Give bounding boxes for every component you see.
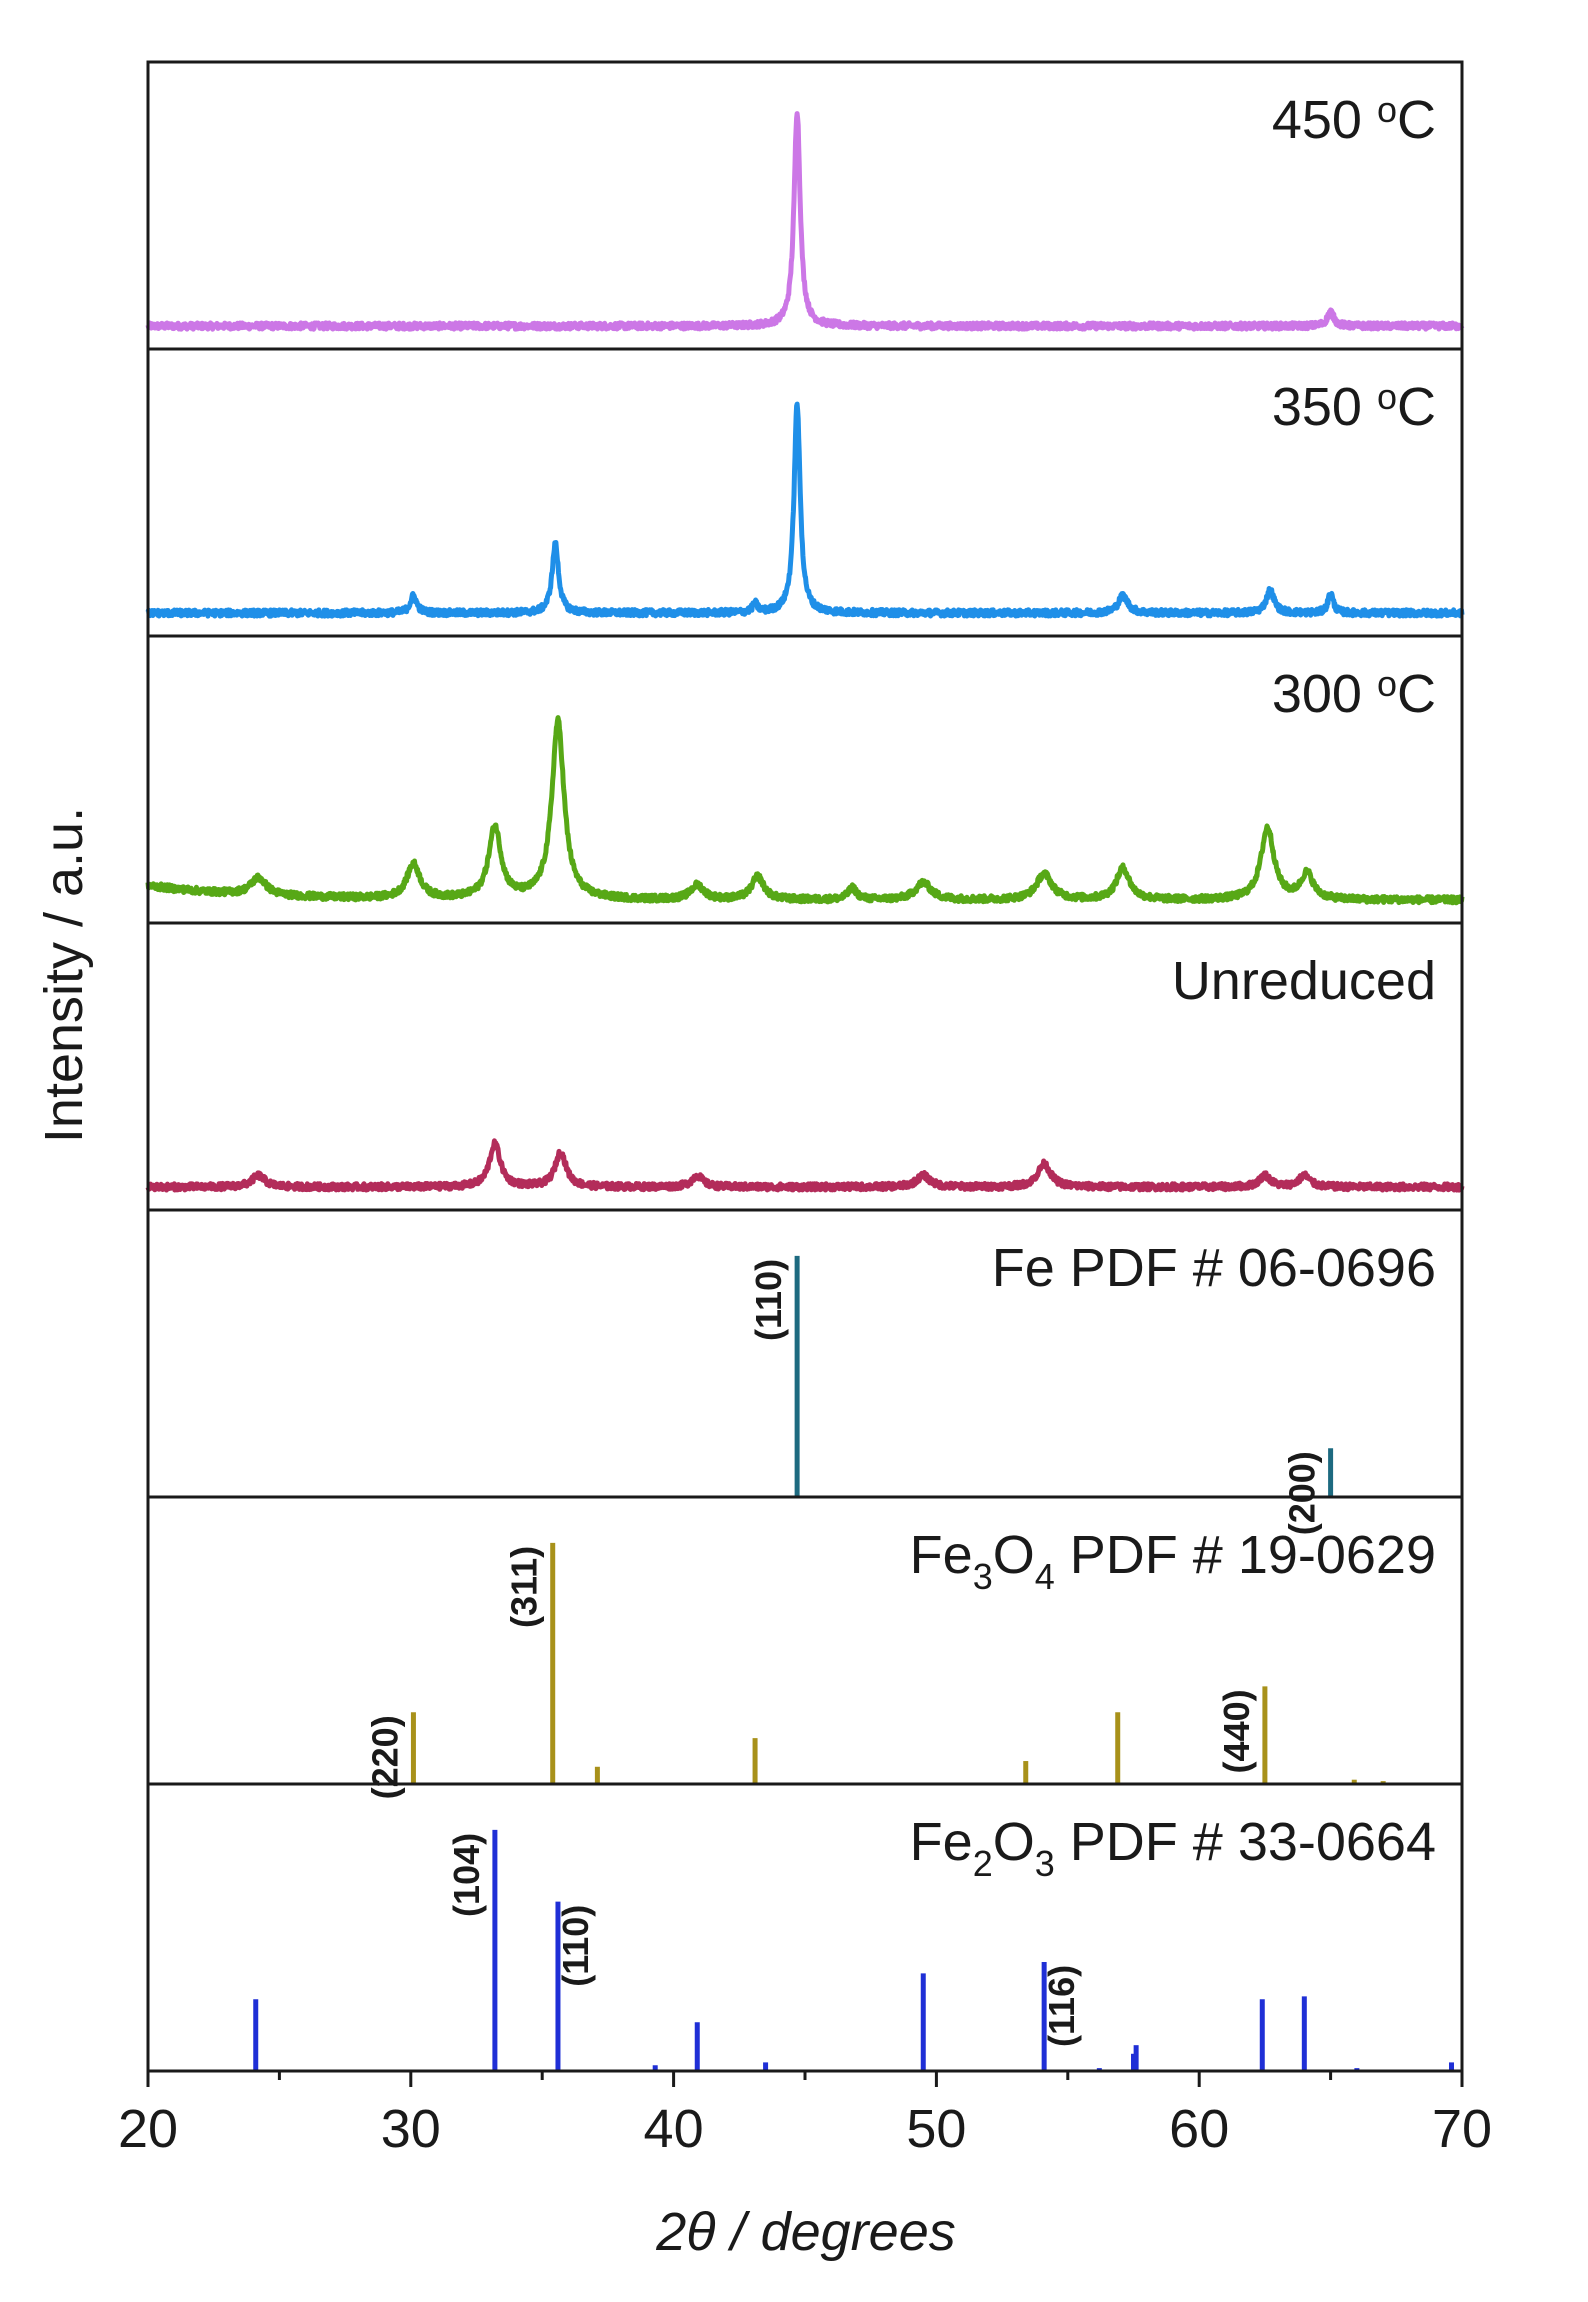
label-part: 350: [1272, 377, 1377, 437]
label-part: o: [1377, 376, 1397, 417]
label-part: 4: [1035, 1556, 1055, 1597]
panel-t350: 350 oC: [145, 347, 1465, 619]
panel-t300: 300 oC: [145, 634, 1465, 906]
label-part: PDF # 19-0629: [1055, 1525, 1436, 1585]
label-part: 3: [1035, 1843, 1055, 1884]
label-part: Fe PDF # 06-0696: [992, 1238, 1436, 1298]
panel-unreduced: Unreduced: [145, 921, 1465, 1193]
panel-fe2o3: (104) (110) (116) Fe2O3 PDF # 33-0664: [148, 1782, 1462, 2071]
x-tick-label: 30: [381, 2099, 441, 2159]
hkl-label: (104): [446, 1833, 487, 1917]
panel-fe: (110) (200) Fe PDF # 06-0696: [148, 1208, 1462, 1535]
label-part: 300: [1272, 664, 1377, 724]
hkl-label: (110): [748, 1259, 789, 1341]
label-part: PDF # 33-0664: [1055, 1812, 1436, 1872]
hkl-label: (116): [1041, 1965, 1082, 2047]
panel-label-fe: Fe PDF # 06-0696: [992, 1238, 1436, 1298]
x-axis-title: 2θ / degrees: [655, 2202, 955, 2262]
panel-label-t450: 450 oC: [1272, 89, 1436, 150]
label-part: 450: [1272, 90, 1377, 150]
label-part: Unreduced: [1172, 951, 1436, 1011]
x-axis: 20 30 40 50 60 70: [118, 2071, 1492, 2159]
panel-label-fe2o3: Fe2O3 PDF # 33-0664: [910, 1812, 1436, 1884]
label-part: 3: [973, 1556, 993, 1597]
y-axis-title: Intensity / a.u.: [34, 807, 94, 1143]
hkl-label: (110): [555, 1905, 596, 1987]
panel-label-t300: 300 oC: [1272, 663, 1436, 724]
label-part: Fe: [910, 1525, 973, 1585]
panel-label-t350: 350 oC: [1272, 376, 1436, 437]
label-part: Fe: [910, 1812, 973, 1872]
label-part: C: [1397, 377, 1436, 437]
panel-fe3o4: (220) (311) (440) Fe3O4 PDF # 19-0629: [148, 1495, 1462, 1799]
x-tick-label: 40: [644, 2099, 704, 2159]
x-tick-label: 50: [906, 2099, 966, 2159]
pattern-line-t350: [145, 401, 1465, 619]
label-part: o: [1377, 663, 1397, 704]
label-part: C: [1397, 90, 1436, 150]
label-part: o: [1377, 89, 1397, 130]
hkl-label: (440): [1216, 1689, 1257, 1773]
panel-label-unreduced: Unreduced: [1172, 951, 1436, 1011]
x-tick-label: 60: [1169, 2099, 1229, 2159]
hkl-label: (311): [504, 1546, 545, 1628]
hkl-label: (200): [1282, 1451, 1323, 1535]
label-part: O: [993, 1525, 1035, 1585]
pattern-line-t450: [145, 111, 1465, 332]
pattern-line-unreduced: [145, 1138, 1465, 1193]
panel-label-fe3o4: Fe3O4 PDF # 19-0629: [910, 1525, 1436, 1597]
x-tick-label: 20: [118, 2099, 178, 2159]
label-part: 2: [973, 1843, 993, 1884]
x-tick-label: 70: [1432, 2099, 1492, 2159]
pattern-line-t300: [145, 715, 1465, 906]
label-part: O: [993, 1812, 1035, 1872]
hkl-label: (220): [364, 1715, 405, 1799]
label-part: C: [1397, 664, 1436, 724]
panel-t450: 450 oC: [145, 89, 1465, 332]
